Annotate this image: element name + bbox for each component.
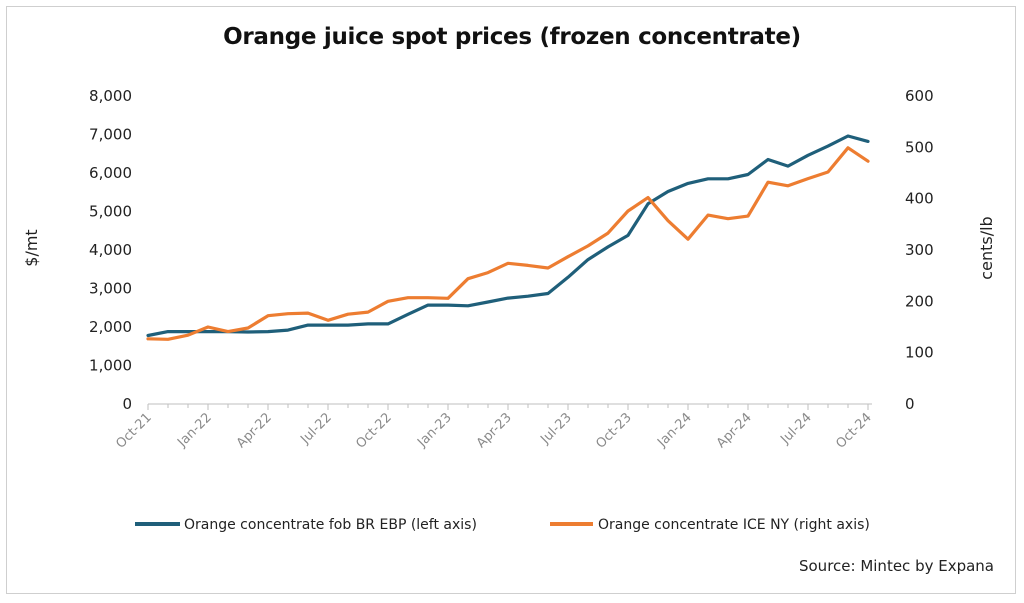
- x-tick-label: Apr-23: [474, 410, 515, 451]
- source-note: Source: Mintec by Expana: [798, 557, 994, 575]
- right-tick-label: 100: [905, 344, 934, 362]
- x-tick-label: Jan-22: [174, 410, 215, 451]
- legend-label-series-1: Orange concentrate fob BR EBP (left axis…: [184, 517, 477, 533]
- series-line-2: [146, 146, 870, 341]
- x-tick-label: Apr-24: [714, 410, 755, 451]
- left-tick-label: 7,000: [89, 126, 132, 144]
- right-axis-label: cents/lb: [977, 216, 996, 279]
- left-tick-label: 1,000: [89, 357, 132, 375]
- left-tick-label: 5,000: [89, 203, 132, 221]
- left-axis-label: $/mt: [22, 229, 41, 266]
- left-tick-label: 4,000: [89, 241, 132, 259]
- right-tick-label: 600: [905, 87, 934, 105]
- x-tick-label: Jul-24: [777, 410, 814, 447]
- left-tick-label: 2,000: [89, 318, 132, 336]
- x-axis: Oct-21 Jan-22 Apr-22 Jul-22 Oct-22 Jan-23 Apr-…: [113, 403, 875, 452]
- left-tick-label: 3,000: [89, 280, 132, 298]
- x-tick-label: Jul-23: [537, 410, 574, 447]
- left-tick-label: 0: [122, 395, 132, 413]
- x-tick-label: Jan-23: [414, 410, 455, 451]
- plot-lines: [146, 134, 870, 341]
- right-tick-label: 400: [905, 190, 934, 208]
- left-tick-label: 6,000: [89, 164, 132, 182]
- x-tick-label: Jul-22: [297, 410, 334, 447]
- chart-frame: [6, 6, 1016, 594]
- right-tick-label: 300: [905, 241, 934, 259]
- right-tick-label: 200: [905, 292, 934, 310]
- left-axis-ticks: 8,000 7,000 6,000 5,000 4,000 3,000 2,000 1,000…: [89, 87, 132, 413]
- x-tick-label: Oct-24: [833, 410, 875, 452]
- right-axis-ticks: 600 500 400 300 200 100 0: [905, 87, 934, 413]
- x-tick-label: Jan-24: [654, 410, 695, 451]
- x-tick-label: Oct-23: [593, 410, 635, 452]
- right-tick-label: 500: [905, 138, 934, 156]
- chart-title: Orange juice spot prices (frozen concent…: [223, 24, 801, 50]
- x-tick-label: Oct-22: [353, 410, 395, 452]
- left-tick-label: 8,000: [89, 87, 132, 105]
- x-tick-label: Oct-21: [113, 410, 155, 452]
- legend: Orange concentrate fob BR EBP (left axis…: [135, 517, 870, 533]
- x-tick-label: Apr-22: [234, 410, 275, 451]
- right-tick-label: 0: [905, 395, 915, 413]
- legend-label-series-2: Orange concentrate ICE NY (right axis): [598, 517, 870, 533]
- series-line-1: [146, 134, 870, 338]
